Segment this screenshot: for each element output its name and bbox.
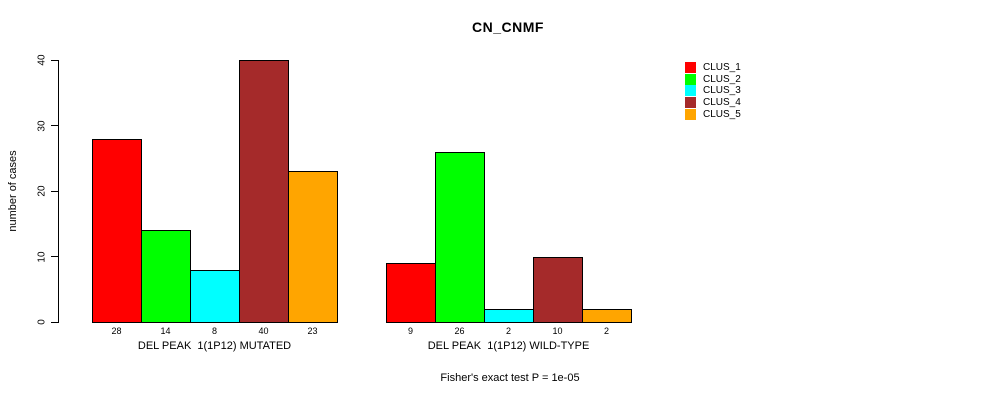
bar-clus_5 bbox=[288, 171, 338, 323]
bar-clus_2 bbox=[435, 151, 485, 323]
y-axis bbox=[58, 60, 59, 323]
y-tick-label: 20 bbox=[36, 185, 48, 197]
legend-item: CLUS_4 bbox=[685, 97, 741, 109]
legend-label: CLUS_2 bbox=[703, 73, 741, 85]
bar-clus_1 bbox=[386, 263, 436, 323]
y-tick-label: 0 bbox=[36, 319, 48, 325]
bar-clus_4 bbox=[533, 256, 583, 323]
group-label: DEL PEAK 1(1P12) MUTATED bbox=[137, 340, 292, 352]
y-tick-label: 40 bbox=[36, 54, 48, 66]
y-tick bbox=[51, 256, 58, 257]
bar-value-label: 10 bbox=[552, 326, 563, 336]
chart-title: CN_CNMF bbox=[472, 19, 544, 35]
y-tick bbox=[51, 125, 58, 126]
bar-clus_2 bbox=[141, 230, 191, 323]
bar-value-label: 26 bbox=[454, 326, 465, 336]
legend-label: CLUS_5 bbox=[703, 108, 741, 120]
bar-clus_5 bbox=[582, 308, 632, 323]
bar-value-label: 2 bbox=[603, 326, 610, 336]
bar-value-label: 28 bbox=[111, 326, 122, 336]
bar-value-label: 8 bbox=[211, 326, 218, 336]
y-tick bbox=[51, 321, 58, 323]
annotation-text: Fisher's exact test P = 1e-05 bbox=[440, 372, 580, 384]
y-tick bbox=[51, 190, 58, 192]
y-tick-label: 10 bbox=[36, 250, 48, 263]
bar-value-label: 9 bbox=[407, 326, 414, 336]
bar-value-label: 14 bbox=[160, 326, 171, 336]
legend: CLUS_1 CLUS_2 CLUS_3 CLUS_4 CLUS_5 bbox=[685, 62, 741, 120]
legend-item: CLUS_3 bbox=[685, 85, 741, 97]
legend-label: CLUS_3 bbox=[703, 85, 741, 97]
legend-item: CLUS_1 bbox=[685, 62, 741, 74]
legend-label: CLUS_1 bbox=[703, 62, 741, 74]
bar-value-label: 23 bbox=[307, 326, 318, 336]
legend-swatch bbox=[685, 97, 696, 109]
y-axis-label: number of cases bbox=[7, 150, 19, 232]
bar-clus_4 bbox=[239, 60, 289, 323]
legend-swatch bbox=[685, 62, 696, 74]
legend-swatch bbox=[685, 73, 696, 85]
bar-value-label: 2 bbox=[505, 326, 512, 336]
legend-swatch bbox=[685, 85, 696, 97]
legend-item: CLUS_5 bbox=[685, 108, 741, 120]
group-label: DEL PEAK 1(1P12) WILD-TYPE bbox=[427, 340, 590, 352]
bar-clus_1 bbox=[92, 138, 142, 323]
bar-clus_3 bbox=[190, 269, 240, 323]
bar-value-label: 40 bbox=[258, 326, 269, 336]
legend-label: CLUS_4 bbox=[703, 97, 741, 109]
legend-swatch bbox=[685, 108, 696, 120]
bar-clus_3 bbox=[484, 308, 534, 323]
y-tick-label: 30 bbox=[36, 119, 48, 132]
y-tick bbox=[51, 59, 58, 61]
legend-item: CLUS_2 bbox=[685, 73, 741, 86]
